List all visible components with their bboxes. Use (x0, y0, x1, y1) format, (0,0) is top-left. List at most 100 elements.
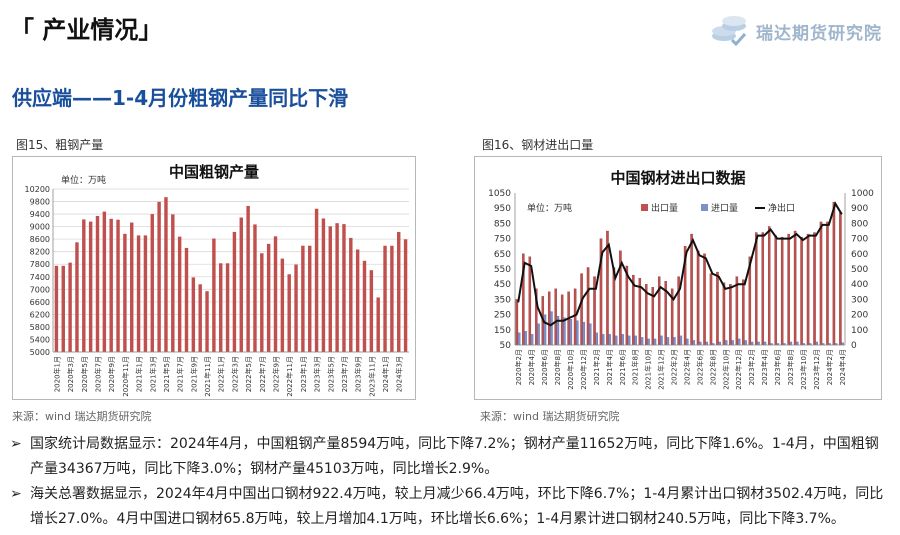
y-left-tick-label: 150 (494, 326, 511, 336)
figure-source-steel-output: 来源：wind 瑞达期货研究院 (12, 410, 152, 423)
bar-steel-output (109, 218, 113, 352)
x-tick-label: 2021年7月 (176, 356, 185, 392)
bar-import (595, 332, 598, 346)
brand-logo-icon (712, 16, 747, 47)
x-tick-label: 2020年7月 (94, 356, 103, 392)
bar-steel-output (266, 243, 271, 352)
bar-steel-output (349, 237, 353, 352)
x-tick-label: 2022年4月 (682, 349, 691, 385)
bar-export (813, 232, 816, 346)
bar-import (673, 337, 676, 346)
y-tick-label: 5000 (30, 348, 50, 357)
bar-steel-output (61, 265, 65, 352)
y-tick-label: 7400 (30, 273, 50, 282)
section-title: 「 产业情况」 (10, 16, 163, 44)
bar-steel-output (403, 239, 408, 352)
y-left-tick-label: 1050 (488, 189, 511, 199)
legend-swatch (701, 204, 708, 211)
y-right-tick-label: 200 (851, 311, 868, 321)
y-tick-label: 10200 (25, 185, 50, 194)
x-tick-label: 2020年2月 (514, 349, 523, 385)
bar-export (819, 221, 823, 346)
y-right-tick-label: 800 (851, 219, 868, 229)
x-tick-label: 2020年9月 (107, 356, 116, 392)
legend-label: 净出口 (768, 202, 795, 214)
bar-steel-output (335, 223, 339, 352)
bar-steel-output (280, 258, 285, 352)
bar-steel-output (177, 236, 182, 352)
bar-steel-output (260, 253, 264, 352)
x-tick-label: 2021年9月 (189, 356, 198, 392)
bar-steel-output (376, 297, 380, 352)
bar-import (666, 337, 670, 346)
bar-export (716, 271, 719, 346)
bar-steel-output (54, 265, 59, 352)
figure-source-steel-trade: 来源：wind 瑞达期货研究院 (480, 410, 620, 423)
bar-steel-output (383, 245, 387, 352)
x-tick-label: 2023年6月 (773, 349, 782, 385)
x-tick-label: 2023年11月 (367, 356, 376, 397)
bar-import (699, 341, 702, 346)
bar-steel-output (116, 219, 120, 352)
x-tick-label: 2021年1月 (135, 356, 144, 392)
bar-export (703, 253, 706, 346)
bar-export (580, 273, 583, 346)
bar-import (608, 334, 611, 346)
bar-export (787, 233, 790, 346)
y-right-tick-label: 1000 (851, 189, 874, 199)
bar-steel-output (294, 264, 298, 352)
y-left-tick-label: 550 (494, 265, 511, 275)
x-tick-label: 2021年10月 (644, 349, 653, 390)
y-left-tick-label: 850 (494, 219, 511, 229)
legend-label: 出口量 (651, 202, 678, 214)
bar-export (755, 232, 758, 346)
note-steel-output: ➢ 国家统计局数据显示：2024年4月，中国粗钢产量8594万吨，同比下降7.2… (10, 432, 890, 482)
bar-import (789, 341, 793, 346)
bar-import (679, 335, 683, 346)
y-right-tick-label: 400 (851, 280, 868, 290)
bar-steel-output (287, 274, 291, 352)
x-tick-label: 2020年4月 (527, 349, 536, 385)
bar-import (563, 317, 566, 346)
bar-export (515, 299, 519, 346)
bar-export (767, 226, 771, 346)
bar-export (735, 276, 739, 346)
bar-import (647, 338, 650, 346)
bar-export (826, 221, 829, 346)
bar-import (660, 335, 663, 346)
bar-steel-output (130, 222, 134, 352)
bar-steel-output (171, 214, 175, 352)
x-tick-label: 2021年6月 (618, 349, 627, 385)
bar-steel-output (232, 231, 237, 352)
bar-import (653, 338, 657, 346)
bar-steel-output (390, 245, 394, 352)
x-tick-label: 2022年10月 (721, 349, 730, 390)
bar-export (722, 282, 726, 346)
bar-steel-output (68, 262, 72, 352)
bar-steel-output (164, 197, 168, 352)
x-tick-label: 2023年9月 (354, 356, 363, 392)
y-right-tick-label: 500 (851, 265, 868, 275)
bar-steel-output (198, 284, 202, 352)
notes-list: ➢ 国家统计局数据显示：2024年4月，中国粗钢产量8594万吨，同比下降7.2… (10, 432, 890, 532)
y-tick-label: 9000 (30, 223, 50, 232)
x-tick-label: 2021年2月 (592, 349, 601, 385)
bar-export (742, 279, 745, 346)
bar-import (815, 341, 818, 346)
bar-steel-output (362, 260, 367, 352)
x-tick-label: 2021年12月 (657, 349, 666, 390)
x-tick-label: 2021年3月 (148, 356, 157, 392)
y-left-tick-label: 50 (500, 341, 512, 351)
bar-import (627, 335, 631, 346)
legend-label: 进口量 (711, 203, 738, 214)
y-right-tick-label: 300 (851, 295, 868, 305)
bar-export (780, 236, 784, 346)
y-right-tick-label: 0 (851, 341, 857, 351)
bullet-arrow-icon: ➢ (10, 486, 22, 502)
bar-export (761, 232, 765, 346)
bar-export (690, 233, 693, 346)
bar-export (774, 235, 777, 346)
bar-steel-output (212, 238, 216, 352)
bar-steel-output (321, 218, 326, 352)
